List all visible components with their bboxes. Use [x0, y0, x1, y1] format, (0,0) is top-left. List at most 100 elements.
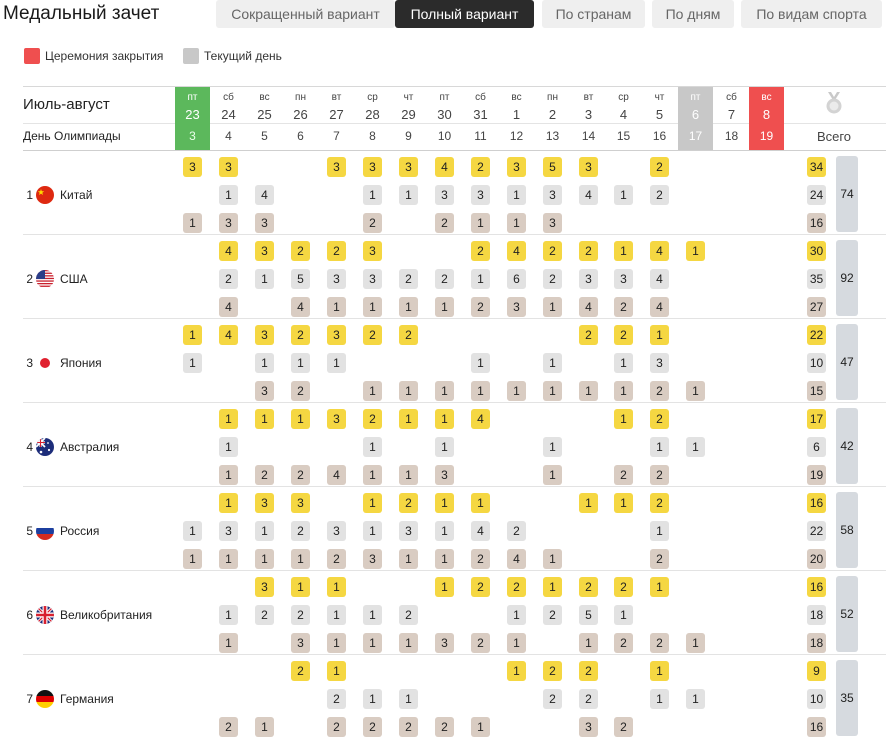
- bronze-medal-count: 2: [471, 549, 490, 569]
- date-label: 7: [727, 107, 736, 122]
- silver-medal-count: 2: [543, 269, 562, 289]
- silver-medal-count: 1: [219, 605, 238, 625]
- bronze-medal-count: 2: [614, 717, 633, 737]
- gold-medal-count: 1: [650, 577, 669, 597]
- gold-medal-count: 4: [507, 241, 526, 261]
- silver-medal-count: 1: [543, 353, 562, 373]
- page-title: Медальный зачет: [3, 3, 160, 24]
- day-column: пт 30 10: [427, 87, 462, 150]
- silver-medal-count: 1: [507, 185, 526, 205]
- silver-medal-count: 1: [363, 521, 382, 541]
- day-column: вт 3 14: [571, 87, 606, 150]
- gold-medal-count: 2: [543, 241, 562, 261]
- tab-short-version[interactable]: Сокращенный вариант: [216, 0, 395, 28]
- gold-medal-count: 1: [399, 409, 418, 429]
- gold-medal-count: 3: [363, 241, 382, 261]
- bronze-medal-count: 1: [363, 465, 382, 485]
- day-column: сб 7 18: [714, 87, 749, 150]
- olympic-day-number: 13: [545, 129, 560, 143]
- gold-medal-count: 3: [255, 577, 274, 597]
- bronze-medal-count: 1: [543, 549, 562, 569]
- bronze-medal-count: 2: [435, 213, 454, 233]
- tab-by-day[interactable]: По дням: [652, 0, 734, 28]
- bronze-medal-count: 1: [399, 633, 418, 653]
- silver-total: 6: [807, 437, 826, 457]
- header-middle-divider: [23, 123, 886, 124]
- legend-label: Церемония закрытия: [45, 49, 164, 63]
- date-label: 24: [221, 107, 236, 122]
- gold-medal-count: 1: [507, 661, 526, 681]
- silver-total: 22: [807, 521, 826, 541]
- gold-medal-count: 1: [183, 325, 202, 345]
- gold-medal-count: 2: [399, 325, 418, 345]
- bronze-medal-count: 1: [399, 465, 418, 485]
- bronze-medal-count: 1: [399, 297, 418, 317]
- olympic-day-label: День Олимпиады: [23, 129, 121, 143]
- country-name[interactable]: Великобритания: [60, 608, 153, 622]
- silver-total: 10: [807, 353, 826, 373]
- weekday-label: пт: [439, 92, 450, 103]
- bronze-medal-count: 1: [363, 297, 382, 317]
- legend-label: Текущий день: [204, 49, 282, 63]
- gold-medal-count: 4: [471, 409, 490, 429]
- silver-medal-count: 2: [435, 269, 454, 289]
- country-name[interactable]: Япония: [60, 356, 102, 370]
- silver-medal-count: 1: [507, 605, 526, 625]
- tab-by-country[interactable]: По странам: [542, 0, 645, 28]
- bronze-medal-count: 1: [219, 633, 238, 653]
- tab-by-sport[interactable]: По видам спорта: [741, 0, 882, 28]
- silver-medal-count: 1: [614, 185, 633, 205]
- gold-medal-count: 3: [291, 493, 310, 513]
- silver-medal-count: 1: [471, 353, 490, 373]
- gold-medal-count: 2: [291, 241, 310, 261]
- bronze-medal-count: 3: [219, 213, 238, 233]
- day-column: сб 24 4: [211, 87, 246, 150]
- bronze-medal-count: 2: [327, 717, 346, 737]
- silver-total: 24: [807, 185, 826, 205]
- china-flag-icon: [36, 186, 54, 204]
- weekday-label: вт: [583, 92, 594, 103]
- tab-full-version[interactable]: Полный вариант: [395, 0, 534, 28]
- day-column: пт 6 17: [678, 87, 713, 150]
- country-name[interactable]: Китай: [60, 188, 93, 202]
- bronze-medal-count: 1: [543, 297, 562, 317]
- day-column: ср 28 8: [355, 87, 390, 150]
- bronze-medal-count: 1: [471, 381, 490, 401]
- bronze-total: 15: [807, 381, 826, 401]
- gold-total: 9: [807, 661, 826, 681]
- silver-medal-count: 1: [471, 269, 490, 289]
- total-medals: 92: [836, 240, 858, 316]
- bronze-medal-count: 1: [579, 633, 598, 653]
- bronze-medal-count: 3: [507, 297, 526, 317]
- bronze-medal-count: 1: [579, 381, 598, 401]
- olympic-day-number: 16: [652, 129, 667, 143]
- country-name[interactable]: Австралия: [60, 440, 120, 454]
- bronze-medal-count: 1: [399, 549, 418, 569]
- legend-swatch-closing: [24, 48, 40, 64]
- bronze-medal-count: 2: [399, 717, 418, 737]
- silver-medal-count: 3: [399, 521, 418, 541]
- country-name[interactable]: Германия: [60, 692, 114, 706]
- gold-medal-count: 2: [507, 577, 526, 597]
- country-name[interactable]: США: [60, 272, 88, 286]
- silver-medal-count: 1: [650, 437, 669, 457]
- day-column: вт 27 7: [319, 87, 354, 150]
- total-medals: 52: [836, 576, 858, 652]
- silver-medal-count: 2: [327, 689, 346, 709]
- olympic-day-number: 14: [581, 129, 596, 143]
- bronze-total: 16: [807, 717, 826, 737]
- bronze-medal-count: 1: [614, 381, 633, 401]
- bronze-medal-count: 1: [399, 381, 418, 401]
- silver-medal-count: 1: [363, 605, 382, 625]
- gold-medal-count: 2: [579, 325, 598, 345]
- header-bottom-divider: [23, 150, 886, 151]
- silver-medal-count: 3: [219, 521, 238, 541]
- weekday-label: пн: [547, 92, 558, 103]
- rank-number: 2: [26, 272, 33, 286]
- date-label: 30: [437, 107, 452, 122]
- silver-medal-count: 4: [471, 521, 490, 541]
- gold-medal-count: 1: [435, 493, 454, 513]
- bronze-medal-count: 1: [255, 717, 274, 737]
- country-name[interactable]: Россия: [60, 524, 100, 538]
- olympic-day-number: 7: [333, 129, 340, 143]
